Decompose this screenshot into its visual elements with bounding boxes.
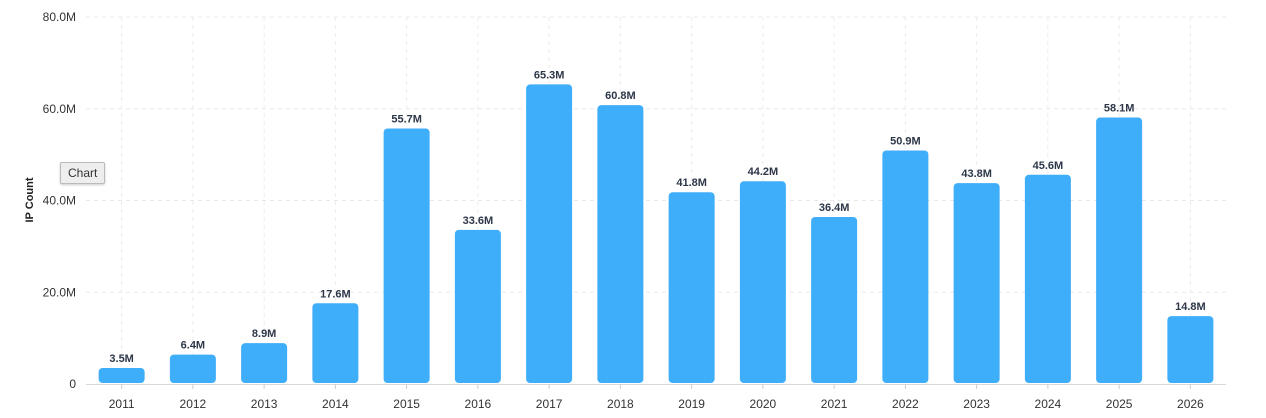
bar-2023 xyxy=(953,183,1000,383)
x-tick-label-2011: 2011 xyxy=(109,397,135,411)
bar-2024 xyxy=(1024,174,1071,383)
bar-2021 xyxy=(811,217,858,383)
bar-2019 xyxy=(668,192,715,383)
y-tick-label: 60.0M xyxy=(43,102,76,116)
y-tick-label: 20.0M xyxy=(43,285,76,299)
y-tick-label: 0 xyxy=(69,377,76,391)
bar-2025 xyxy=(1096,117,1143,383)
x-tick-label-2013: 2013 xyxy=(251,397,278,411)
data-label-2023: 43.8M xyxy=(961,168,992,180)
data-label-2018: 60.8M xyxy=(605,90,636,102)
x-tick-label-2017: 2017 xyxy=(536,397,563,411)
x-tick-label-2026: 2026 xyxy=(1177,397,1204,411)
bar-2013 xyxy=(241,343,288,383)
x-tick-label-2021: 2021 xyxy=(821,397,848,411)
bar-2026 xyxy=(1167,316,1214,383)
x-tick-label-2022: 2022 xyxy=(892,397,919,411)
data-label-2012: 6.4M xyxy=(181,340,205,352)
x-tick-label-2012: 2012 xyxy=(180,397,207,411)
x-tick-label-2023: 2023 xyxy=(963,397,990,411)
data-label-2024: 45.6M xyxy=(1033,160,1064,172)
data-label-2011: 3.5M xyxy=(109,353,133,365)
data-label-2016: 33.6M xyxy=(463,215,494,227)
bar-2015 xyxy=(383,128,430,383)
bar-2022 xyxy=(882,150,929,383)
bar-2017 xyxy=(526,84,573,383)
x-tick-label-2015: 2015 xyxy=(393,397,420,411)
data-label-2025: 58.1M xyxy=(1104,102,1135,114)
data-label-2017: 65.3M xyxy=(534,69,565,81)
bar-2016 xyxy=(454,229,501,383)
data-label-2014: 17.6M xyxy=(320,288,351,300)
y-tick-label: 80.0M xyxy=(43,10,76,24)
chart-tooltip: Chart xyxy=(60,162,106,184)
y-axis-label: IP Count xyxy=(24,177,36,222)
x-tick-label-2016: 2016 xyxy=(465,397,492,411)
x-tick-label-2019: 2019 xyxy=(678,397,705,411)
data-label-2013: 8.9M xyxy=(252,328,276,340)
bar-2018 xyxy=(597,105,644,383)
x-tick-label-2024: 2024 xyxy=(1035,397,1062,411)
data-label-2019: 41.8M xyxy=(676,177,707,189)
data-label-2021: 36.4M xyxy=(819,202,850,214)
x-tick-label-2020: 2020 xyxy=(750,397,777,411)
y-tick-label: 40.0M xyxy=(43,194,76,208)
bar-2012 xyxy=(169,354,216,383)
x-tick-label-2025: 2025 xyxy=(1106,397,1133,411)
x-tick-label-2014: 2014 xyxy=(322,397,349,411)
bar-2011 xyxy=(98,367,145,383)
x-tick-label-2018: 2018 xyxy=(607,397,634,411)
data-label-2022: 50.9M xyxy=(890,135,921,147)
bar-2014 xyxy=(312,303,359,383)
bar-2020 xyxy=(739,181,786,383)
data-label-2020: 44.2M xyxy=(748,166,779,178)
data-label-2015: 55.7M xyxy=(391,113,422,125)
data-label-2026: 14.8M xyxy=(1175,301,1206,313)
